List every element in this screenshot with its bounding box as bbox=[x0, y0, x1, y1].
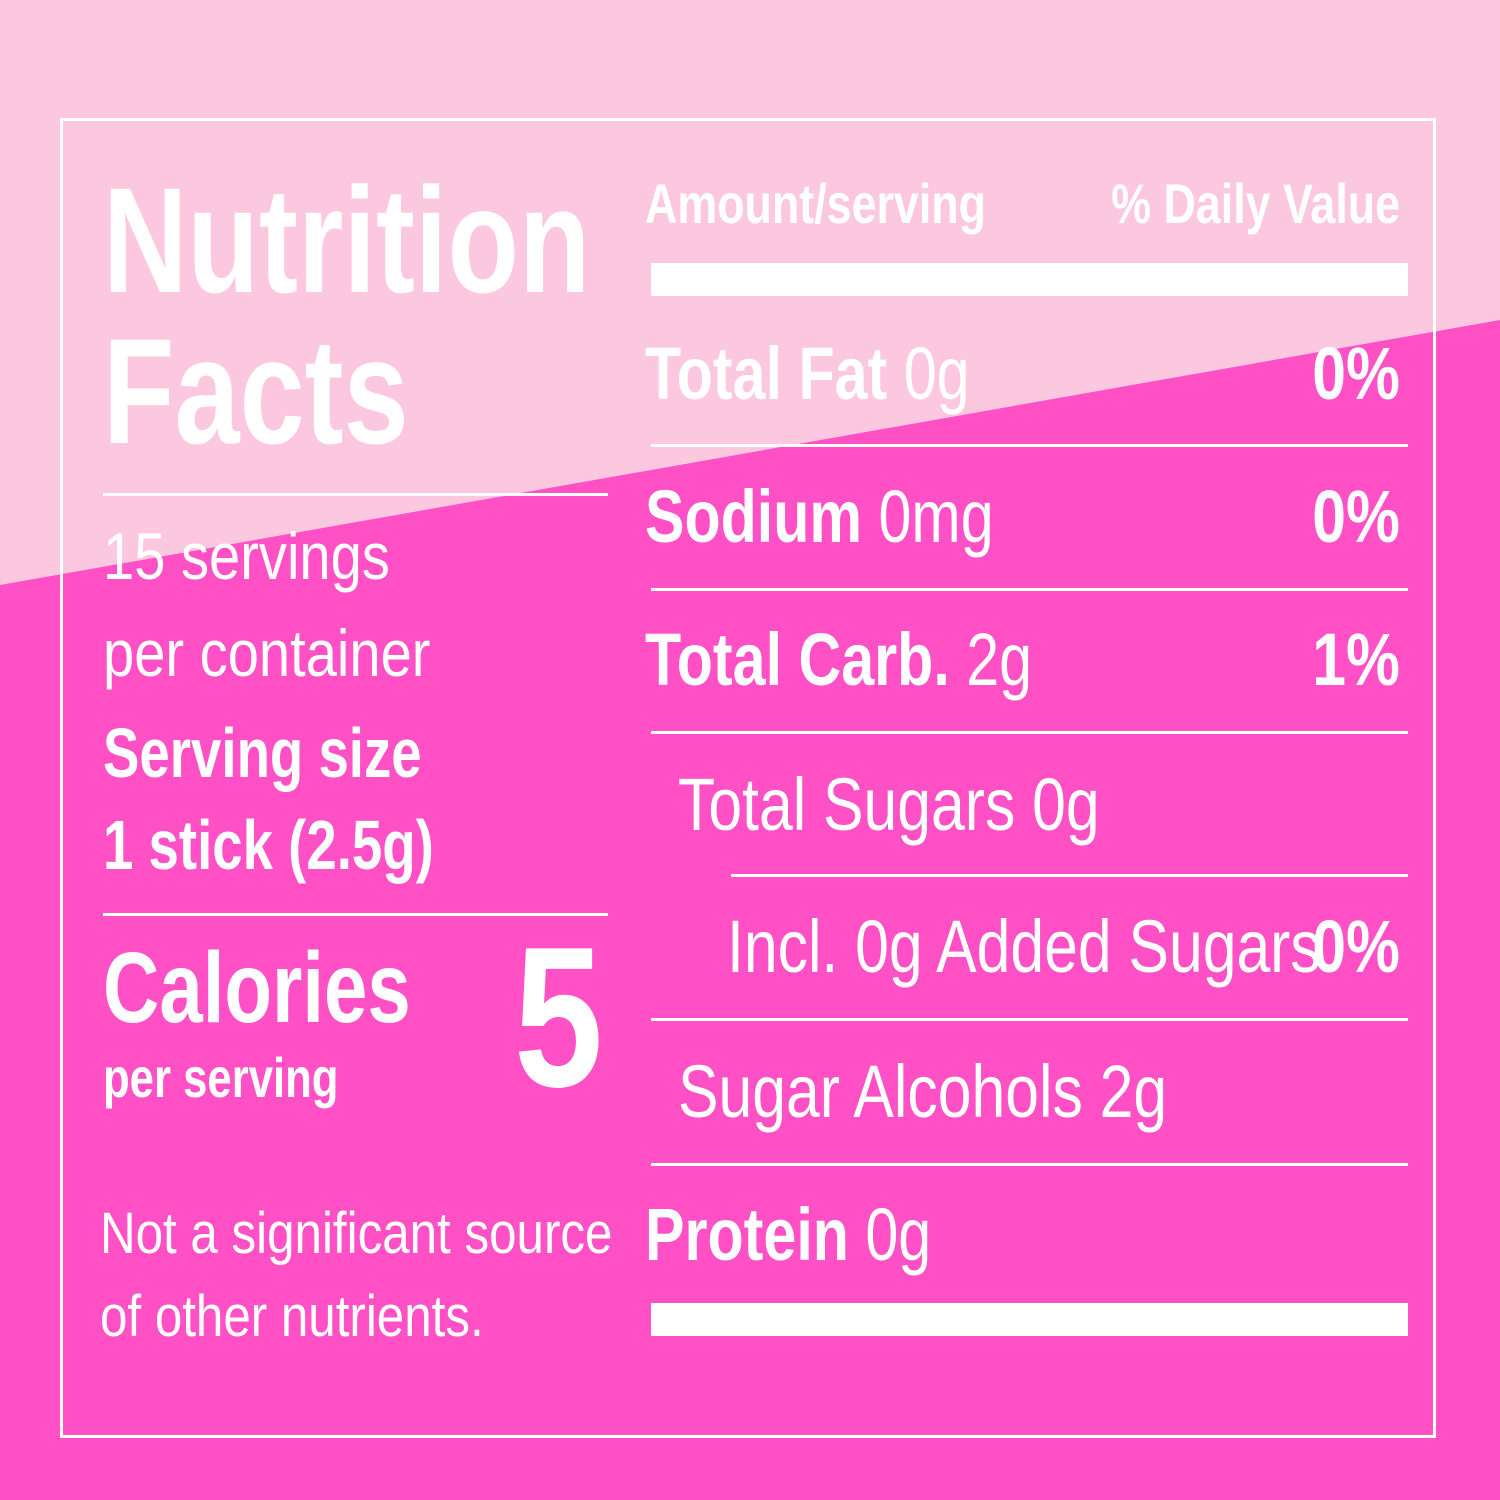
servings-per-container-line-2: per container bbox=[103, 616, 431, 690]
nutrient-row-total-carb: Total Carb. 2g bbox=[645, 623, 1129, 697]
footnote-line-2: of other nutrients. bbox=[100, 1284, 484, 1349]
nutrient-name: Sodium bbox=[645, 475, 863, 558]
nutrient-amount: 0g bbox=[865, 1193, 932, 1276]
divider-under-title bbox=[103, 493, 608, 496]
calories-value: 5 bbox=[514, 906, 603, 1129]
daily-value-total-fat: 0% bbox=[1312, 332, 1400, 415]
divider-row bbox=[651, 588, 1408, 591]
divider-row bbox=[731, 874, 1408, 877]
daily-value-added-sugars: 0% bbox=[1312, 905, 1400, 988]
nutrient-amount: 2g bbox=[966, 618, 1033, 701]
daily-value-sodium: 0% bbox=[1312, 475, 1400, 558]
thick-bar-top bbox=[651, 263, 1408, 296]
label-border bbox=[60, 118, 1436, 1438]
header-amount-per-serving: Amount/serving bbox=[645, 172, 987, 235]
nutrient-row-total-sugars: Total Sugars 0g bbox=[678, 763, 1100, 846]
divider-row bbox=[651, 1018, 1408, 1021]
divider-under-serving-size bbox=[103, 913, 608, 916]
nutrient-name: Total Carb. bbox=[645, 618, 950, 701]
serving-size-value: 1 stick (2.5g) bbox=[103, 806, 434, 884]
nutrient-amount: 0mg bbox=[878, 475, 994, 558]
divider-row bbox=[651, 1163, 1408, 1166]
nutrient-row-total-fat: Total Fat 0g bbox=[645, 337, 1051, 411]
nutrient-amount: 0g bbox=[903, 332, 970, 415]
serving-size-label: Serving size bbox=[103, 714, 422, 792]
nutrient-name: Protein bbox=[645, 1193, 849, 1276]
footnote-line-1: Not a significant source bbox=[100, 1201, 613, 1266]
thick-bar-bottom bbox=[651, 1303, 1408, 1336]
nutrient-row-protein: Protein 0g bbox=[645, 1198, 1003, 1272]
nutrient-row-added-sugars: Incl. 0g Added Sugars bbox=[727, 905, 1321, 988]
divider-row bbox=[651, 731, 1408, 734]
title-line-2: Facts bbox=[103, 307, 409, 475]
nutrient-name: Total Fat bbox=[645, 332, 888, 415]
title-line-1: Nutrition bbox=[103, 156, 591, 324]
header-daily-value: % Daily Value bbox=[1111, 172, 1400, 235]
divider-row bbox=[651, 444, 1408, 447]
nutrient-row-sugar-alcohols: Sugar Alcohols 2g bbox=[678, 1050, 1168, 1133]
daily-value-total-carb: 1% bbox=[1312, 618, 1400, 701]
calories-per-serving-label: per serving bbox=[103, 1046, 339, 1109]
calories-label: Calories bbox=[103, 932, 411, 1044]
nutrient-row-sodium: Sodium 0mg bbox=[645, 480, 1081, 554]
servings-per-container-line-1: 15 servings bbox=[103, 519, 390, 593]
